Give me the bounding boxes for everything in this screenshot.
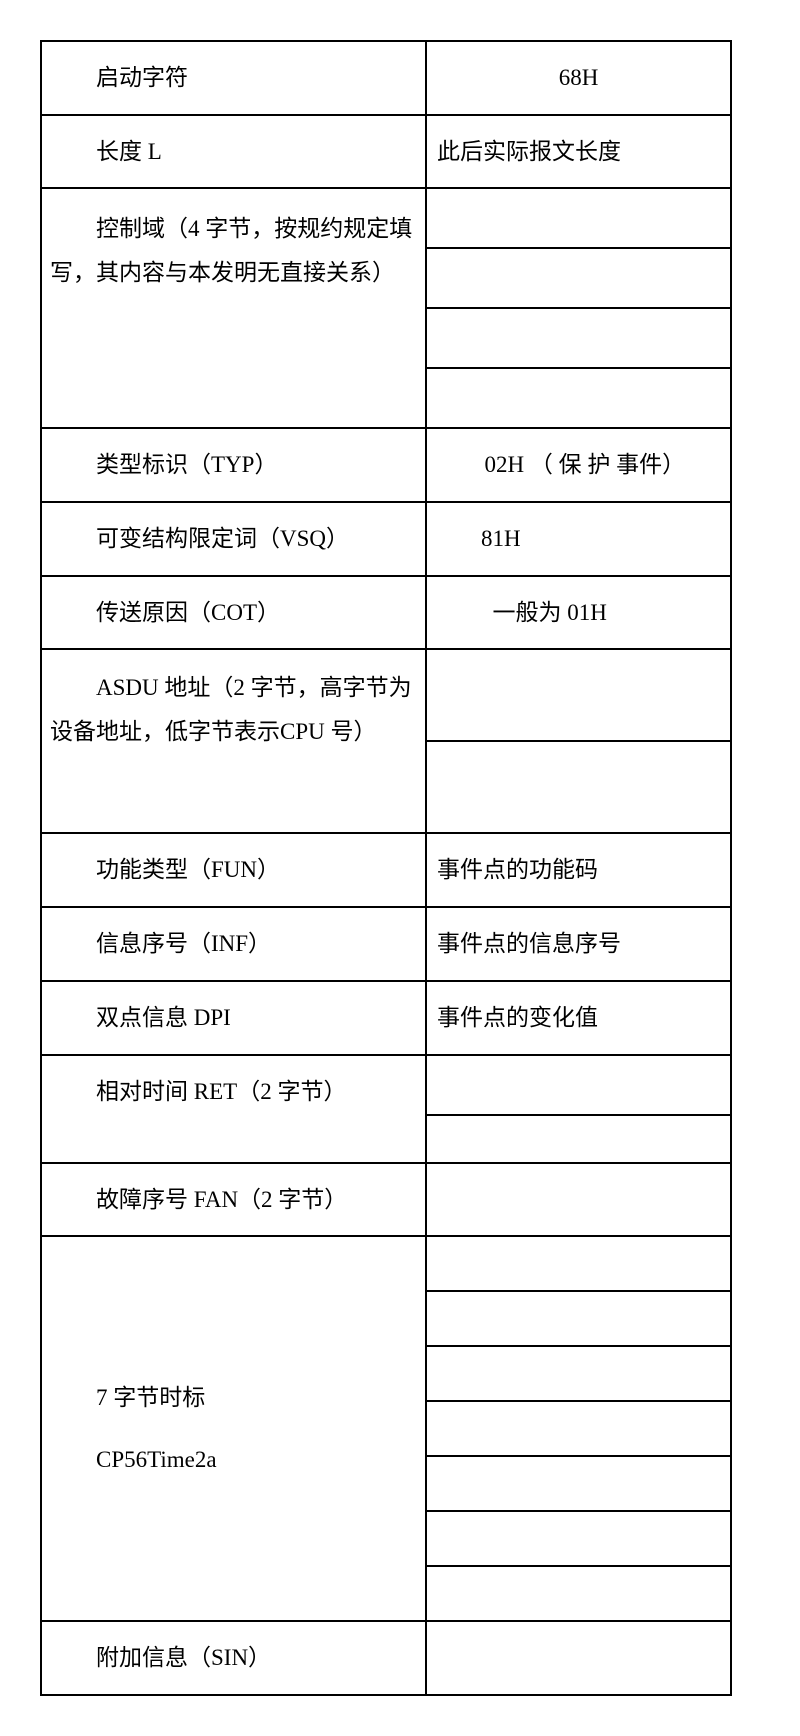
field-label: 功能类型（FUN） <box>42 834 425 906</box>
field-label: 启动字符 <box>42 42 425 114</box>
byte-cell <box>427 1402 730 1455</box>
field-value: 事件点的功能码 <box>427 834 730 906</box>
field-label: 长度 L <box>42 116 425 188</box>
field-label: 故障序号 FAN（2 字节） <box>42 1164 425 1236</box>
field-value: 此后实际报文长度 <box>427 116 730 188</box>
field-label: 传送原因（COT） <box>42 577 425 649</box>
byte-cell <box>427 1567 730 1620</box>
field-label: 控制域（4 字节，按规约规定填写，其内容与本发明无直接关系） <box>50 207 417 294</box>
table-row: 相对时间 RET（2 字节） <box>41 1055 731 1115</box>
table-row: 可变结构限定词（VSQ） 81H <box>41 502 731 576</box>
field-label: 双点信息 DPI <box>42 982 425 1054</box>
byte-cell <box>427 1237 730 1290</box>
table-row: 功能类型（FUN） 事件点的功能码 <box>41 833 731 907</box>
table-row: ASDU 地址（2 字节，高字节为设备地址，低字节表示CPU 号） <box>41 649 731 741</box>
field-label: 信息序号（INF） <box>42 908 425 980</box>
field-label: ASDU 地址（2 字节，高字节为设备地址，低字节表示CPU 号） <box>50 666 417 753</box>
byte-cell <box>427 1347 730 1400</box>
byte-cell <box>427 369 730 427</box>
field-label: CP56Time2a <box>50 1438 417 1482</box>
packet-format-table: 启动字符 68H 长度 L 此后实际报文长度 控制域（4 字节，按规约规定填写，… <box>40 40 732 1696</box>
table-row: 7 字节时标 CP56Time2a <box>41 1236 731 1291</box>
byte-cell <box>427 309 730 367</box>
field-value: 81H <box>427 503 730 575</box>
byte-cell <box>427 1116 730 1162</box>
table-row: 传送原因（COT） 一般为 01H <box>41 576 731 650</box>
table-row: 类型标识（TYP） 02H （ 保 护 事件） <box>41 428 731 502</box>
table-row: 长度 L 此后实际报文长度 <box>41 115 731 189</box>
byte-cell <box>427 1292 730 1345</box>
byte-cell <box>427 1457 730 1510</box>
table-row: 附加信息（SIN） <box>41 1621 731 1695</box>
field-label: 类型标识（TYP） <box>42 429 425 501</box>
field-value: 68H <box>427 42 730 114</box>
byte-cell <box>427 742 730 832</box>
byte-cell <box>427 650 730 740</box>
table-row: 双点信息 DPI 事件点的变化值 <box>41 981 731 1055</box>
field-value: 02H （ 保 护 事件） <box>427 429 730 501</box>
field-label: 附加信息（SIN） <box>42 1622 425 1694</box>
byte-cell <box>427 1056 730 1114</box>
field-value: 一般为 01H <box>427 577 730 649</box>
field-value: 事件点的变化值 <box>427 982 730 1054</box>
table-row: 控制域（4 字节，按规约规定填写，其内容与本发明无直接关系） <box>41 188 731 248</box>
table-row: 信息序号（INF） 事件点的信息序号 <box>41 907 731 981</box>
field-label: 相对时间 RET（2 字节） <box>42 1056 425 1128</box>
byte-cell <box>427 189 730 247</box>
field-label: 7 字节时标 <box>50 1376 417 1420</box>
field-label: 可变结构限定词（VSQ） <box>42 503 425 575</box>
field-value: 事件点的信息序号 <box>427 908 730 980</box>
byte-cell <box>427 249 730 307</box>
table-row: 启动字符 68H <box>41 41 731 115</box>
byte-cell <box>427 1512 730 1565</box>
table-row: 故障序号 FAN（2 字节） <box>41 1163 731 1237</box>
